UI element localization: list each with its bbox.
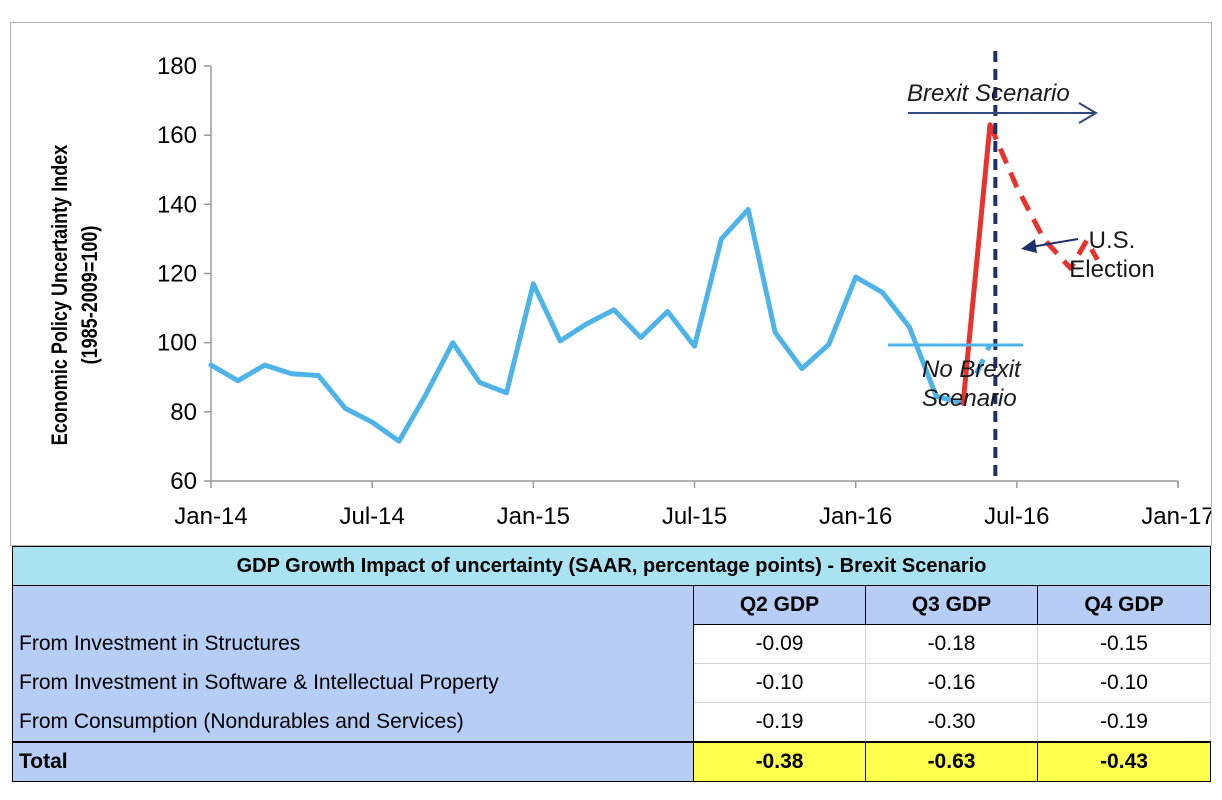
y-tick-label: 60 [170, 468, 197, 495]
row-value: -0.09 [693, 624, 866, 664]
x-tick-label: Jul-14 [339, 503, 404, 530]
x-tick-label: Jul-16 [984, 503, 1049, 530]
table-row: From Consumption (Nondurables and Servic… [12, 702, 1212, 743]
total-value: -0.43 [1036, 741, 1212, 782]
x-tick-label: Jan-15 [497, 503, 570, 530]
election-arrow [1021, 238, 1079, 253]
y-axis-title: Economic Policy Uncertainty Index [48, 144, 72, 445]
row-value: -0.10 [693, 663, 866, 703]
col-header-q2: Q2 GDP [693, 585, 866, 625]
x-axis: Jan-14 Jul-14 Jan-15 Jul-15 Jan-16 Jul-16 Jan-… [174, 480, 1211, 530]
row-value: -0.30 [865, 702, 1038, 743]
table-row: From Investment in Structures -0.09 -0.1… [12, 624, 1212, 664]
y-tick-label: 100 [157, 330, 197, 357]
election-label-line2: Election [1069, 256, 1154, 283]
no-brexit-label-line1: No Brexit [922, 356, 1022, 383]
row-value: -0.18 [865, 624, 1038, 664]
table-total-row: Total -0.38 -0.63 -0.43 [12, 741, 1212, 782]
table-title-row: GDP Growth Impact of uncertainty (SAAR, … [11, 546, 1212, 586]
total-value: -0.38 [693, 741, 866, 782]
row-value: -0.10 [1036, 663, 1212, 703]
y-axis-subtitle: (1985-2009=100) [78, 226, 102, 365]
total-label: Total [12, 741, 694, 782]
y-tick-label: 180 [157, 53, 197, 80]
series-layer [208, 122, 1100, 444]
y-axis: 60 80 100 120 140 160 180 [157, 53, 212, 495]
row-label: From Investment in Software & Intellectu… [12, 663, 694, 703]
series-line-2 [960, 122, 993, 406]
row-value: -0.19 [1036, 702, 1212, 743]
row-value: -0.16 [865, 663, 1038, 703]
col-header-q3: Q3 GDP [865, 585, 1038, 625]
gdp-impact-table: GDP Growth Impact of uncertainty (SAAR, … [11, 546, 1212, 782]
y-tick-label: 80 [170, 399, 197, 426]
total-value: -0.63 [865, 741, 1038, 782]
series-line-3 [987, 123, 1100, 271]
x-tick-label: Jan-16 [819, 503, 892, 530]
brexit-scenario-label: Brexit Scenario [907, 80, 1070, 107]
row-value: -0.15 [1036, 624, 1212, 664]
uncertainty-chart: 60 80 100 120 140 160 180 Jan-14 Jul-14 Jan-15 Ju… [48, 51, 1211, 530]
table-header-row: Q2 GDP Q3 GDP Q4 GDP [12, 585, 1212, 625]
x-tick-label: Jul-15 [662, 503, 727, 530]
chart-frame: 60 80 100 120 140 160 180 Jan-14 Jul-14 Jan-15 Ju… [10, 22, 1212, 546]
row-value: -0.19 [693, 702, 866, 743]
no-brexit-label-line2: Scenario [922, 385, 1017, 412]
row-label: From Consumption (Nondurables and Servic… [12, 702, 694, 742]
x-tick-label: Jan-17 [1141, 503, 1211, 530]
election-label-line1: U.S. [1089, 227, 1136, 254]
brexit-scenario-arrow [908, 102, 1098, 124]
series-line-1 [208, 207, 966, 444]
y-tick-label: 160 [157, 122, 197, 149]
table-row: From Investment in Software & Intellectu… [12, 663, 1212, 703]
col-header-q4: Q4 GDP [1036, 585, 1212, 625]
series-line-4 [974, 343, 993, 375]
y-tick-label: 120 [157, 261, 197, 288]
x-tick-label: Jan-14 [174, 503, 247, 530]
y-tick-label: 140 [157, 191, 197, 218]
row-label: From Investment in Structures [12, 624, 694, 664]
table-title: GDP Growth Impact of uncertainty (SAAR, … [11, 546, 1212, 586]
header-blank [12, 585, 694, 625]
